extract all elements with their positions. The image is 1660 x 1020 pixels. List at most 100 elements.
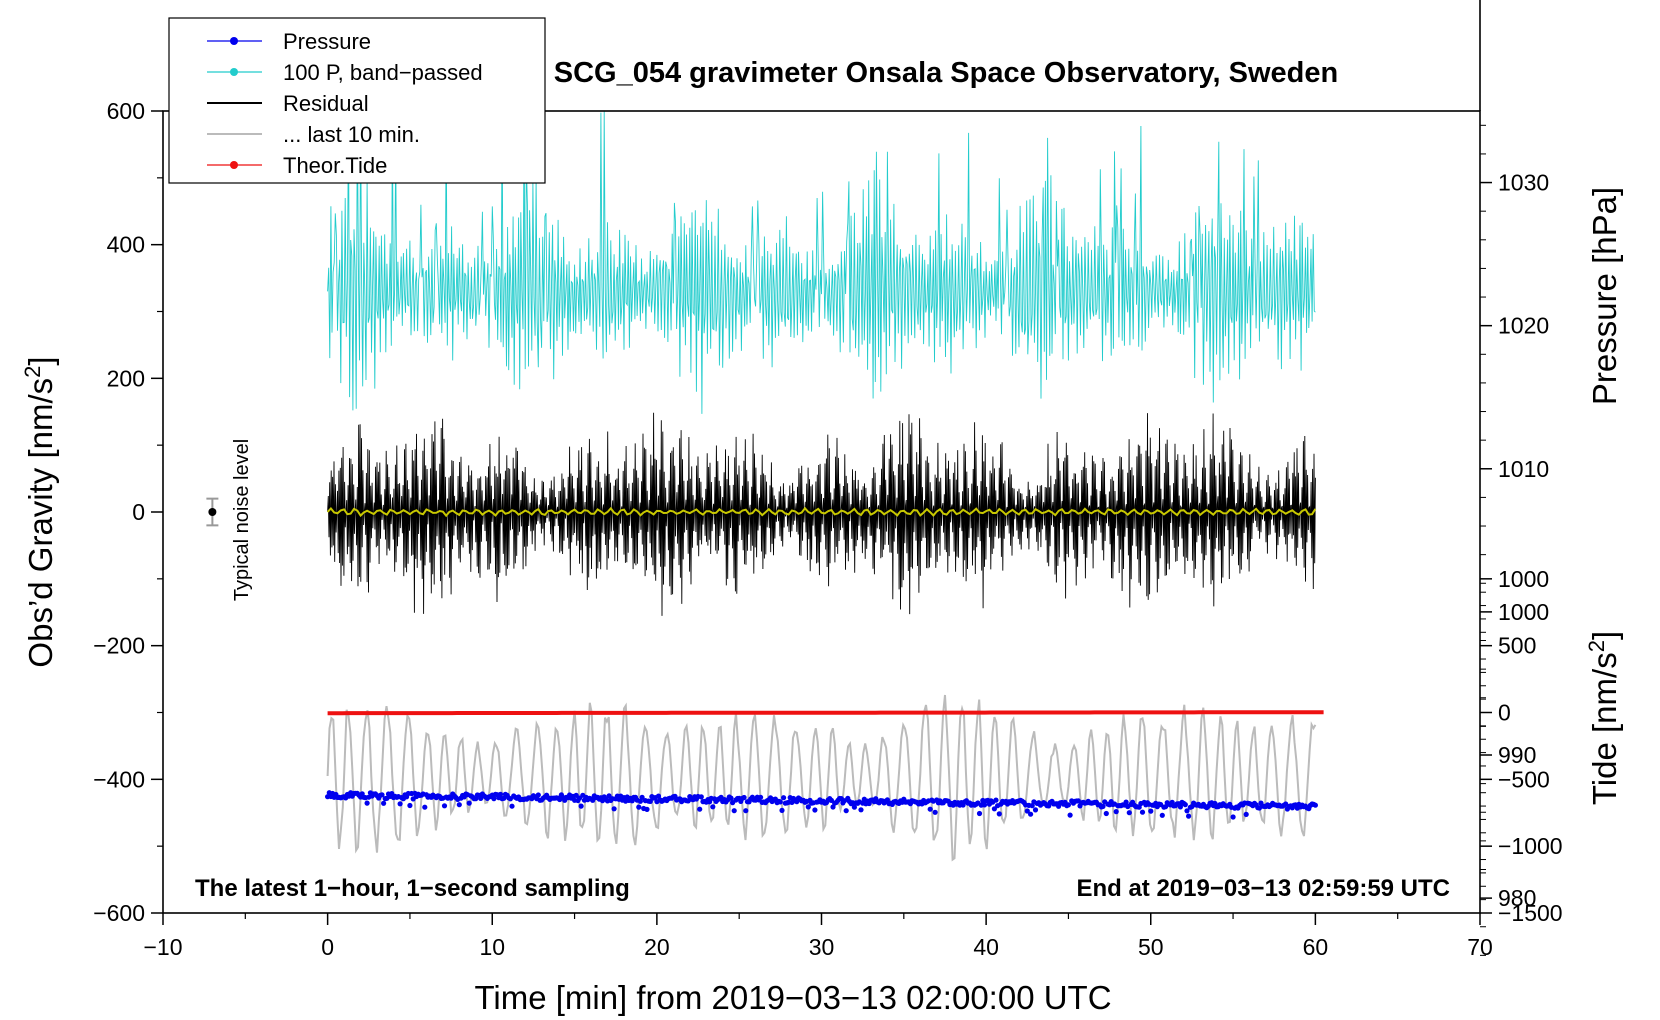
- tide-tick-label: 500: [1498, 633, 1536, 659]
- legend-label: Theor.Tide: [283, 153, 387, 178]
- x-tick-label: 20: [644, 934, 670, 960]
- pressure-point: [1065, 802, 1071, 808]
- pressure-point: [927, 806, 933, 812]
- series-layer: [325, 111, 1324, 862]
- pressure-tick-label: 1020: [1498, 313, 1549, 339]
- pressure-point: [1186, 813, 1192, 819]
- y-tick-label: 400: [107, 232, 145, 258]
- pressure-point: [976, 810, 983, 817]
- pressure-point: [1177, 804, 1183, 810]
- pressure-point: [422, 804, 428, 810]
- pressure-tick-label: 1010: [1498, 456, 1549, 482]
- x-tick-label: 0: [321, 934, 334, 960]
- tide-tick-label: −500: [1498, 766, 1550, 792]
- pressure-point: [1182, 802, 1188, 808]
- left-axis-title-end: ]: [22, 356, 59, 365]
- pressure-tick-label: 1030: [1498, 170, 1549, 196]
- pressure-point: [779, 807, 785, 814]
- tide-axis-title: Tide [nm/s2]: [1584, 631, 1623, 805]
- noise-marker: [206, 497, 219, 527]
- tide-axis-title-main: Tide [nm/s: [1586, 652, 1623, 805]
- pressure-point: [805, 804, 811, 810]
- x-tick-label: 50: [1138, 934, 1164, 960]
- pressure-point: [741, 794, 747, 801]
- tide-axis-title-sup: 2: [1584, 640, 1609, 652]
- pressure-point: [364, 800, 370, 806]
- pressure-point: [1230, 814, 1236, 820]
- pressure-point: [1139, 809, 1146, 815]
- pressure-point: [697, 806, 703, 812]
- pressure-axis-title: Pressure [hPa]: [1586, 187, 1623, 405]
- pressure-point: [851, 804, 858, 810]
- pressure-point: [407, 802, 413, 809]
- axes-layer: −10 0 10 20 30 40 50 60 706004002000−200−400−600…: [93, 0, 1563, 960]
- pressure-point: [758, 794, 764, 800]
- legend-label: Residual: [283, 91, 369, 116]
- tide-tick-label: 1000: [1498, 566, 1549, 592]
- pressure-point: [1123, 799, 1129, 805]
- legend: Pressure 100 P, band−passed Residual ... la…: [168, 17, 546, 184]
- pressure-point: [728, 795, 734, 801]
- y-tick-label: −600: [93, 900, 145, 926]
- left-axis-title-main: Obs’d Gravity [nm/s: [22, 378, 59, 668]
- x-tick-label: 30: [809, 934, 835, 960]
- pressure-point: [991, 806, 998, 812]
- left-axis-title-sup: 2: [20, 366, 45, 378]
- tide-axis-title-end: ]: [1586, 631, 1623, 640]
- pressure-point: [1100, 803, 1106, 810]
- pressure-point: [611, 806, 617, 812]
- pressure-point: [843, 808, 849, 814]
- pressure-point: [981, 802, 988, 808]
- pressure-point: [1103, 810, 1109, 817]
- pressure-point: [1028, 811, 1034, 817]
- legend-label: 100 P, band−passed: [283, 60, 483, 85]
- pressure-point: [731, 808, 737, 814]
- y-tick-label: 0: [132, 499, 145, 525]
- y-tick-label: −400: [93, 766, 145, 792]
- pressure-point: [466, 800, 472, 806]
- pressure-point: [441, 803, 448, 809]
- pressure-point: [397, 801, 403, 807]
- x-tick-label: 40: [973, 934, 999, 960]
- tide-tick-label: −1500: [1498, 900, 1563, 926]
- series-bandpassed-pressure: [327, 111, 1316, 414]
- pressure-point: [501, 795, 507, 801]
- pressure-point: [509, 803, 515, 809]
- pressure-point: [777, 799, 783, 805]
- x-axis-title: Time [min] from 2019−03−13 02:00:00 UTC: [474, 979, 1111, 1016]
- pressure-point: [698, 794, 704, 800]
- pressure-point: [639, 794, 645, 801]
- series-residual: [327, 412, 1316, 616]
- series-lowpassed-residual: [326, 506, 1317, 518]
- tide-tick-label: −1000: [1498, 833, 1563, 859]
- tide-line: [327, 710, 1324, 716]
- pressure-point: [1184, 808, 1190, 814]
- pressure-point: [578, 803, 584, 809]
- pressure-point: [1067, 812, 1073, 818]
- pressure-point: [647, 798, 653, 805]
- y-tick-label: 200: [107, 365, 145, 391]
- x-tick-label: 70: [1467, 934, 1493, 960]
- pressure-point: [456, 802, 462, 808]
- pressure-point: [812, 807, 818, 813]
- pressure-point: [1243, 811, 1249, 818]
- pressure-point: [637, 798, 644, 804]
- pressure-point: [381, 800, 387, 806]
- legend-label: ... last 10 min.: [283, 122, 420, 147]
- x-tick-label: 60: [1303, 934, 1329, 960]
- noise-point: [208, 508, 217, 516]
- annotation-right: End at 2019−03−13 02:59:59 UTC: [1076, 875, 1450, 902]
- pressure-tick-label: 1000: [1498, 599, 1549, 625]
- pressure-point: [743, 808, 749, 814]
- y-tick-label: −200: [93, 633, 145, 659]
- pressure-point: [535, 792, 541, 798]
- legend-dot: [230, 37, 238, 45]
- pressure-point: [1312, 802, 1318, 808]
- annotation-left: The latest 1−hour, 1−second sampling: [195, 875, 630, 902]
- pressure-point: [491, 796, 497, 802]
- pressure-point: [993, 797, 999, 803]
- legend-box: [168, 17, 546, 184]
- svg-text:Obs’d Gravity [nm/s2]: Obs’d Gravity [nm/s2]: [20, 356, 59, 667]
- pressure-tick-label: 990: [1498, 742, 1536, 768]
- pressure-point: [1032, 807, 1039, 813]
